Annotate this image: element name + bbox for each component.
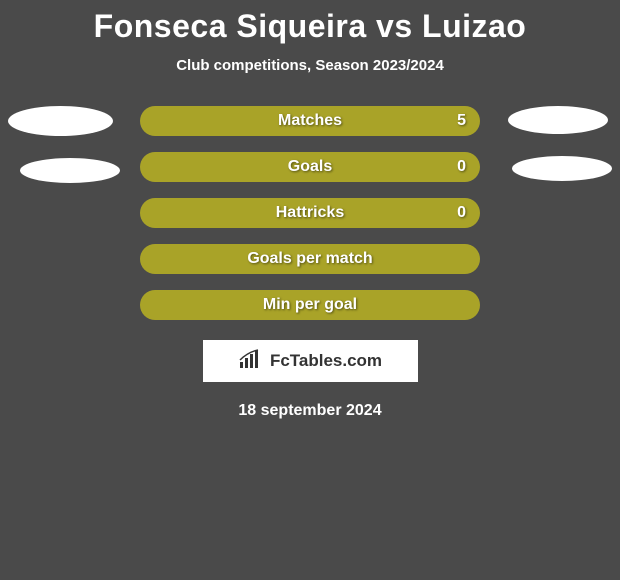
date-text: 18 september 2024 — [0, 402, 620, 420]
decorative-ellipse — [508, 106, 608, 134]
stat-label: Hattricks — [276, 204, 344, 222]
stat-bar-min-per-goal: Min per goal — [140, 290, 480, 320]
stat-value: 5 — [457, 112, 466, 130]
decorative-ellipse — [20, 158, 120, 183]
page-subtitle: Club competitions, Season 2023/2024 — [0, 57, 620, 74]
stat-value: 0 — [457, 158, 466, 176]
stat-bar-goals: Goals 0 — [140, 152, 480, 182]
stat-label: Goals — [288, 158, 332, 176]
stat-bar-matches: Matches 5 — [140, 106, 480, 136]
stat-label: Matches — [278, 112, 342, 130]
stat-bar-goals-per-match: Goals per match — [140, 244, 480, 274]
stat-label: Min per goal — [263, 296, 357, 314]
stat-value: 0 — [457, 204, 466, 222]
stat-bar-hattricks: Hattricks 0 — [140, 198, 480, 228]
main-container: Fonseca Siqueira vs Luizao Club competit… — [0, 0, 620, 420]
stats-area: Matches 5 Goals 0 Hattricks 0 Goals per … — [0, 106, 620, 420]
decorative-ellipse — [8, 106, 113, 136]
stat-bars-wrapper: Matches 5 Goals 0 Hattricks 0 Goals per … — [140, 106, 480, 320]
page-title: Fonseca Siqueira vs Luizao — [0, 8, 620, 45]
chart-icon — [238, 348, 264, 375]
logo-box: FcTables.com — [203, 340, 418, 382]
logo-text: FcTables.com — [270, 351, 382, 371]
stat-label: Goals per match — [247, 250, 372, 268]
decorative-ellipse — [512, 156, 612, 181]
